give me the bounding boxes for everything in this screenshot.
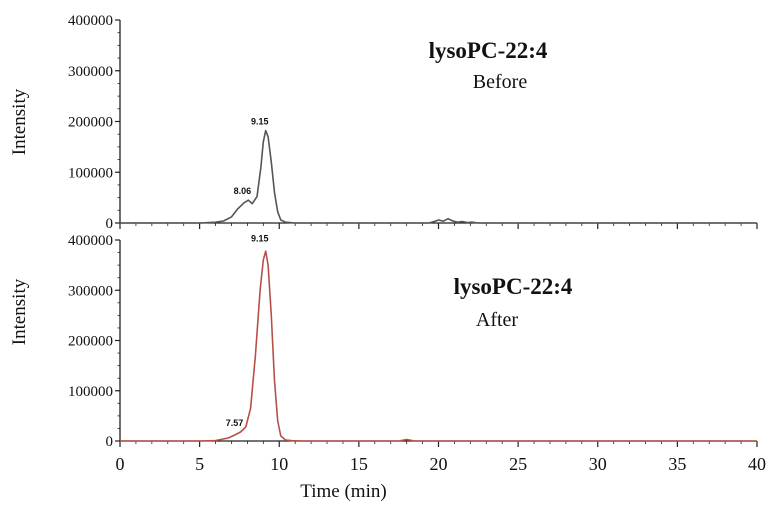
x-tick-label: 5: [195, 454, 204, 474]
y-tick-label: 400000: [68, 233, 113, 249]
x-tick-label: 30: [589, 454, 607, 474]
x-tick-label: 15: [350, 454, 368, 474]
panel-title: lysoPC-22:4: [454, 274, 573, 299]
x-tick-label: 20: [430, 454, 448, 474]
y-axis-title: Intensity: [9, 88, 30, 155]
series-line: [120, 250, 757, 442]
peak-label: 9.15: [251, 234, 269, 244]
x-tick-label: 35: [668, 454, 686, 474]
y-tick-label: 200000: [68, 334, 113, 350]
panel-title: lysoPC-22:4: [429, 38, 548, 63]
y-tick-label: 100000: [68, 384, 113, 400]
y-tick-label: 300000: [68, 64, 113, 80]
panel-subtitle: Before: [473, 71, 528, 93]
y-axis-title: Intensity: [9, 278, 30, 345]
x-tick-label: 25: [509, 454, 527, 474]
x-axis-title: Time (min): [300, 481, 386, 502]
peak-label: 9.15: [251, 117, 269, 127]
x-tick-label: 40: [748, 454, 766, 474]
y-tick-label: 400000: [68, 13, 113, 29]
y-tick-label: 200000: [68, 115, 113, 131]
peak-label: 7.57: [226, 418, 244, 428]
series-line: [120, 129, 757, 224]
x-tick-label: 10: [270, 454, 288, 474]
panel-after: 0 100000 200000 300000 400000 0 5 10 15 20 25 30 35 4…: [9, 233, 766, 502]
panel-before: 0 100000 200000 300000 400000 Intensity 8.06 9.…: [9, 13, 758, 232]
panel-subtitle: After: [476, 309, 519, 331]
peak-label: 8.06: [234, 186, 252, 196]
x-tick-label: 0: [116, 454, 125, 474]
y-tick-label: 0: [106, 434, 114, 450]
y-tick-label: 0: [106, 216, 114, 232]
y-tick-label: 300000: [68, 283, 113, 299]
y-tick-label: 100000: [68, 165, 113, 181]
